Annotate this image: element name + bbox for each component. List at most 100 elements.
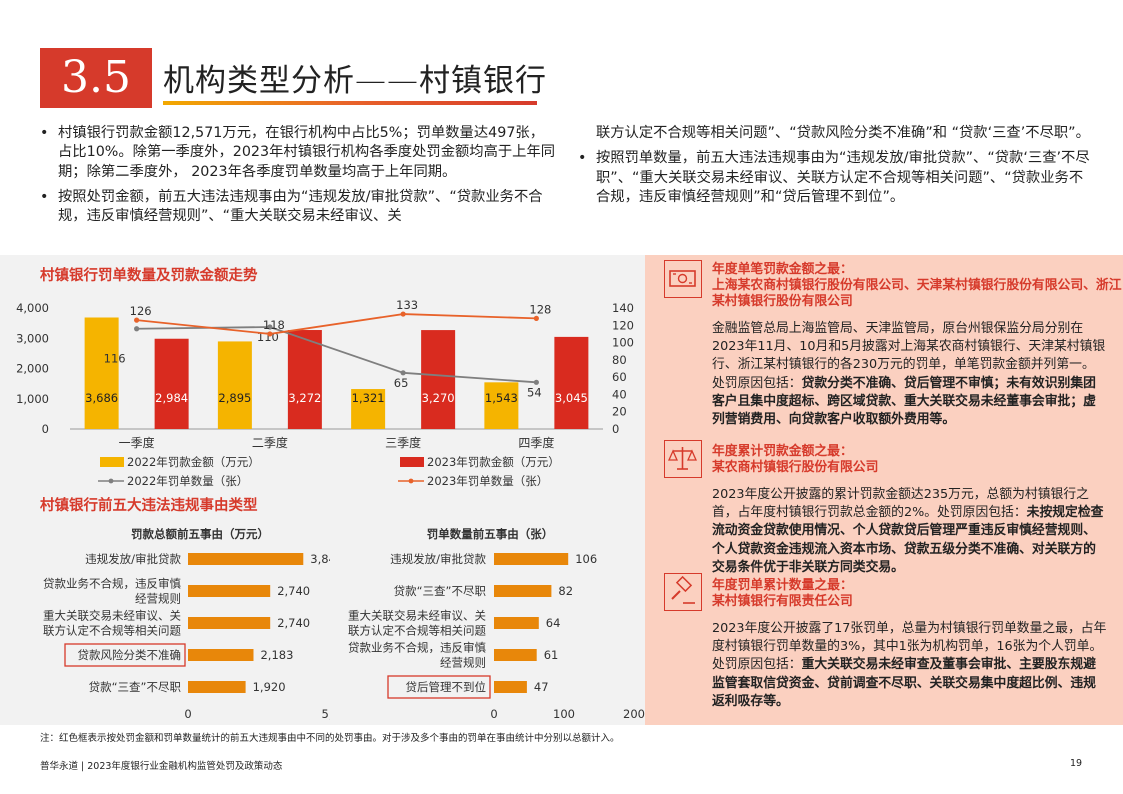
y-left-tick-label: 3,000 [16, 331, 49, 345]
bar [494, 649, 537, 661]
category-label: 经营规则 [135, 592, 181, 606]
bar-data-label: 2,183 [260, 648, 293, 662]
y-left-tick-label: 0 [42, 422, 49, 436]
chart2-title: 村镇银行前五大违法违规事由类型 [40, 498, 258, 514]
line-point [533, 315, 539, 321]
category-label: 贷款业务不合规，违反审慎 [348, 641, 486, 655]
category-label: 贷后管理不到位 [406, 680, 487, 694]
line-point [400, 370, 406, 376]
bar-data-label: 2,984 [155, 391, 188, 405]
y-right-tick-label: 0 [612, 422, 619, 436]
legend-label: 2023年罚单数量（张） [427, 474, 548, 488]
highlight2-heading: 年度累计罚款金额之最： 某农商村镇银行股份有限公司 [712, 444, 879, 475]
highlight-box [64, 643, 186, 667]
bar [188, 617, 271, 629]
category-label: 重大关联交易未经审议、关 [43, 609, 181, 623]
gavel-icon [664, 573, 702, 611]
y-right-tick-label: 100 [612, 336, 634, 350]
bar [188, 585, 271, 597]
highlight1-heading: 年度单笔罚款金额之最： 上海某农商村镇银行股份有限公司、天津某村镇银行股份有限公… [712, 262, 1122, 309]
bullet-item: 村镇银行罚款金额12,571万元，在银行机构中占比5%；罚单数量达497张，占比… [38, 124, 558, 182]
bar [188, 681, 246, 693]
bar [287, 330, 322, 429]
bar [494, 681, 527, 693]
bar-data-label: 2,740 [277, 584, 310, 598]
x-tick-label: 四季度 [518, 435, 554, 450]
line-data-label: 116 [104, 352, 126, 366]
highlight2-body: 2023年度公开披露的累计罚款金额达235万元，总额为村镇银行之首，占年度村镇银… [712, 487, 1104, 575]
highlight3-body: 2023年度公开披露了17张罚单，总量为村镇银行罚单数量之最，占年度村镇银行罚单… [712, 621, 1107, 709]
category-label: 贷款“三查”不尽职 [394, 584, 487, 598]
y-right-tick-label: 80 [612, 353, 627, 367]
category-label: 贷款风险分类不准确 [78, 648, 182, 662]
bar-data-label: 1,321 [352, 391, 385, 405]
x-tick-label: 一季度 [119, 435, 155, 450]
series-line [136, 326, 537, 384]
bar-data-label: 47 [534, 680, 549, 694]
highlight3-heading: 年度罚单累计数量之最： 某村镇银行有限责任公司 [712, 578, 853, 609]
bar-data-label: 82 [558, 584, 573, 598]
footnote: 注：红色框表示按处罚金额和罚单数量统计的前五大违规事由中不同的处罚事由。对于涉及… [40, 733, 620, 744]
legend-swatch [400, 457, 424, 467]
bar [351, 389, 386, 429]
bar-data-label: 106 [575, 552, 597, 566]
bar-data-label: 3,045 [555, 391, 588, 405]
bar [188, 649, 254, 661]
category-label: 联方认定不合规等相关问题 [348, 624, 486, 638]
combo-chart: 4,000 3,000 2,000 1,000 0 140 120 100 80 60 40 20 0 3… [16, 298, 634, 488]
bar [217, 341, 252, 429]
y-left-tick-label: 2,000 [16, 362, 49, 376]
bar-data-label: 64 [546, 616, 561, 630]
line-point [267, 331, 273, 337]
category-label: 联方认定不合规等相关问题 [43, 624, 181, 638]
x-tick-label: 0 [490, 707, 497, 721]
y-left-tick-label: 4,000 [16, 301, 49, 315]
bar-data-label: 1,543 [485, 391, 518, 405]
scales-icon [664, 440, 702, 478]
x-tick-label: 5,000 [322, 707, 330, 721]
line-point [533, 379, 539, 385]
legend-marker [408, 478, 414, 484]
bar [554, 336, 589, 429]
y-right-tick-label: 140 [612, 301, 634, 315]
category-label: 重大关联交易未经审议、关 [348, 609, 486, 623]
line-data-label: 65 [394, 376, 409, 390]
bar [421, 330, 456, 429]
bar [494, 553, 569, 565]
legend-label: 2022年罚单数量（张） [127, 474, 248, 488]
bar [484, 382, 519, 429]
page-title: 机构类型分析——村镇银行 [163, 63, 547, 99]
x-tick-label: 100 [553, 707, 575, 721]
category-label: 贷款“三查”不尽职 [89, 680, 182, 694]
bullet-item: 按照处罚金额，前五大违法违规事由为“违规发放/审批贷款”、“贷款业务不合规，违反… [38, 188, 558, 227]
series-line [136, 313, 537, 335]
bullets-right: 联方认定不合规等相关问题”、“贷款风险分类不准确”和 “贷款‘三查’不尽职”。 … [576, 124, 1096, 213]
highlights-panel [645, 255, 1123, 725]
line-data-label: 118 [263, 318, 285, 332]
bar-data-label: 3,686 [85, 391, 118, 405]
bar-data-label: 3,272 [288, 391, 321, 405]
x-tick-label: 0 [184, 707, 191, 721]
bar [154, 338, 189, 429]
chart1-title: 村镇银行罚单数量及罚款金额走势 [40, 268, 258, 284]
line-point [267, 324, 273, 330]
line-point [134, 326, 140, 332]
bar-data-label: 2,740 [277, 616, 310, 630]
line-data-label: 133 [396, 298, 418, 312]
category-label: 违规发放/审批贷款 [85, 552, 181, 566]
chart-subtitle: 罚款总额前五事由（万元） [131, 527, 269, 541]
bar-data-label: 3,843 [310, 552, 330, 566]
page-number: 19 [1070, 758, 1083, 769]
legend-label: 2023年罚款金额（万元） [427, 455, 560, 469]
bar-data-label: 2,895 [218, 391, 251, 405]
legend-label: 2022年罚款金额（万元） [127, 455, 260, 469]
banknote-icon [664, 260, 702, 298]
legend-marker [108, 478, 114, 484]
category-label: 贷款业务不合规，违反审慎 [43, 577, 181, 591]
chart-subtitle: 罚单数量前五事由（张） [427, 527, 554, 541]
line-data-label: 54 [527, 385, 542, 399]
y-right-tick-label: 40 [612, 387, 627, 401]
title-underline [163, 101, 537, 105]
footer-text: 普华永道 | 2023年度银行业金融机构监管处罚及政策动态 [40, 761, 283, 772]
x-tick-label: 二季度 [252, 435, 288, 450]
